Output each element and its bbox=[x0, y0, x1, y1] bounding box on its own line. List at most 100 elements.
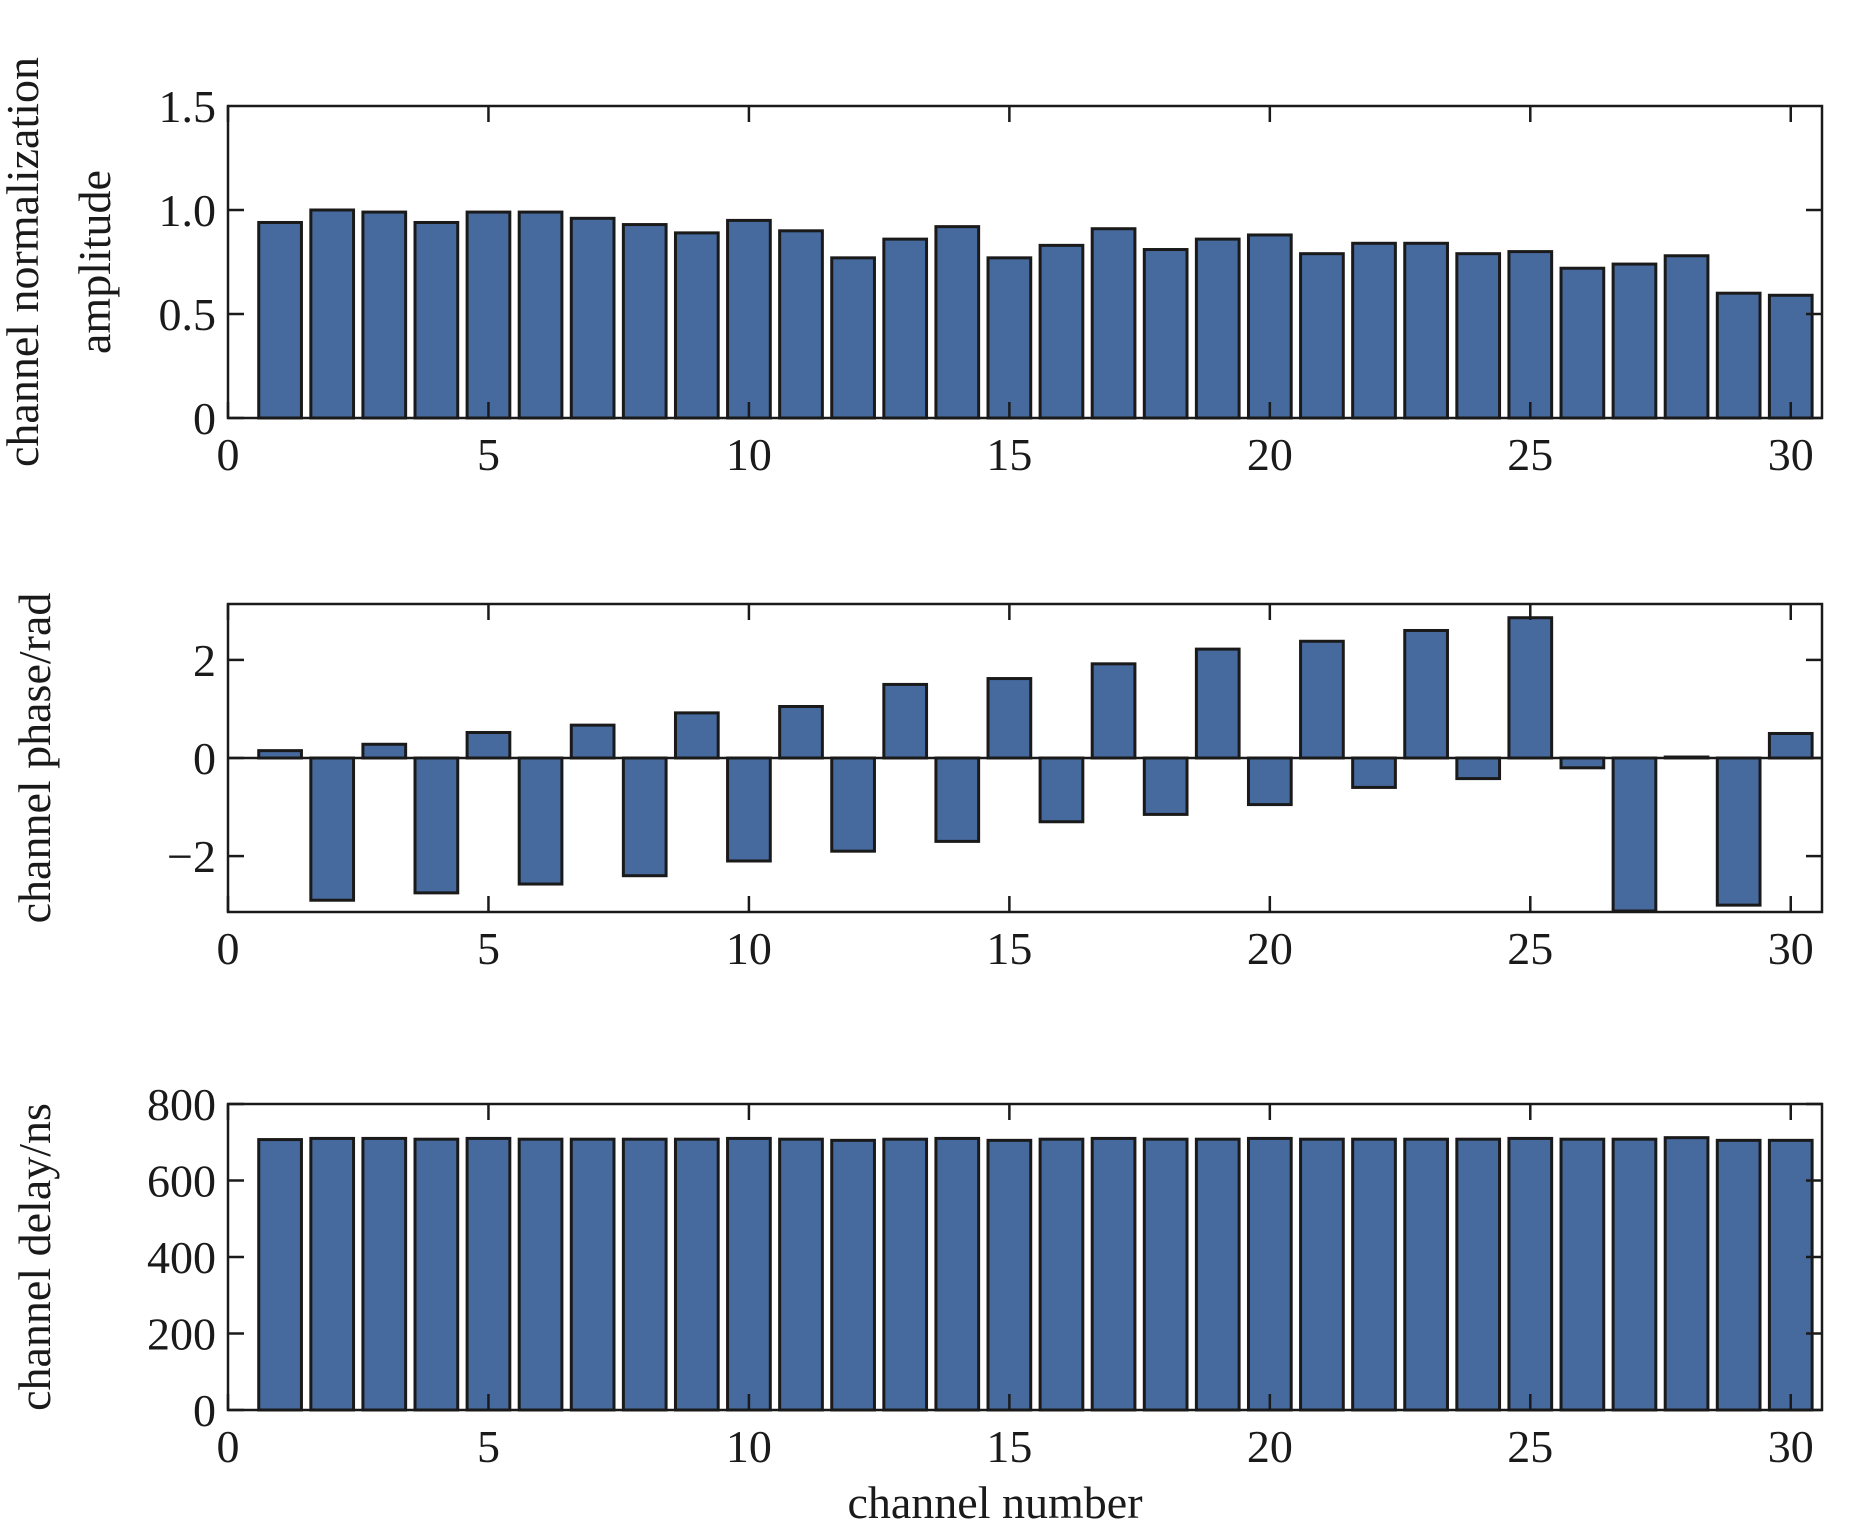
bar-channel-25 bbox=[1507, 250, 1554, 420]
panel-amplitude: 0 5 10 15 20 25 30 0 0.5 1.0 1.5 channel normalizat… bbox=[0, 57, 1824, 480]
bar-channel-3 bbox=[361, 1136, 408, 1412]
bar-channel-23 bbox=[1403, 241, 1449, 420]
bar-channel-11 bbox=[778, 705, 824, 760]
bar-channel-29 bbox=[1715, 291, 1762, 420]
x-tick-label: 0 bbox=[217, 923, 240, 974]
y-tick-label: 0 bbox=[193, 1385, 216, 1436]
x-tick-label: 0 bbox=[217, 1421, 240, 1472]
x-tick-label: 5 bbox=[477, 923, 500, 974]
y-tick-label: 0.5 bbox=[159, 289, 217, 340]
x-tick-label: 30 bbox=[1768, 923, 1814, 974]
bar-channel-8 bbox=[621, 756, 668, 878]
bar-channel-15 bbox=[986, 1138, 1033, 1412]
x-tick-label: 25 bbox=[1507, 429, 1553, 480]
x-tick-label: 5 bbox=[477, 429, 500, 480]
bar-channel-30 bbox=[1767, 1138, 1814, 1412]
bar-channel-9 bbox=[673, 711, 720, 760]
bar-channel-18 bbox=[1142, 756, 1189, 816]
x-tick-label: 15 bbox=[986, 429, 1032, 480]
y-tick-label: −2 bbox=[167, 831, 216, 882]
bar-channel-3 bbox=[361, 742, 408, 760]
bar-channel-21 bbox=[1299, 639, 1345, 760]
bar-channel-24 bbox=[1455, 756, 1502, 781]
bar-channel-16 bbox=[1038, 1137, 1085, 1412]
bar-channel-10 bbox=[726, 1136, 772, 1412]
bar-channel-20 bbox=[1246, 233, 1293, 420]
bar-channel-13 bbox=[882, 237, 929, 420]
bar-channel-26 bbox=[1559, 756, 1606, 770]
x-tick-label: 20 bbox=[1247, 923, 1293, 974]
x-tick-label: 5 bbox=[477, 1421, 500, 1472]
x-tick-label: 10 bbox=[726, 1421, 772, 1472]
y-tick-label: 600 bbox=[147, 1156, 216, 1207]
bar-channel-2 bbox=[309, 1136, 356, 1412]
y-axis-label: channel normalization bbox=[0, 57, 48, 467]
bar-channel-4 bbox=[413, 756, 460, 895]
y-tick-label: 1.5 bbox=[159, 81, 217, 132]
bar-channel-26 bbox=[1559, 1137, 1606, 1412]
bar-channel-21 bbox=[1299, 1137, 1345, 1412]
bar-channel-2 bbox=[309, 208, 356, 420]
x-axis-label: channel number bbox=[847, 1477, 1142, 1528]
y-axis-label: amplitude bbox=[69, 170, 120, 354]
x-tick-label: 30 bbox=[1768, 1421, 1814, 1472]
bar-channel-13 bbox=[882, 1137, 929, 1412]
bar-channel-17 bbox=[1090, 1136, 1137, 1412]
x-tick-label: 20 bbox=[1247, 429, 1293, 480]
y-tick-label: 800 bbox=[147, 1079, 216, 1130]
bar-channel-12 bbox=[830, 1138, 876, 1412]
bar-channel-18 bbox=[1142, 1137, 1189, 1412]
bar-channel-1 bbox=[257, 1138, 303, 1412]
bar-channel-17 bbox=[1090, 662, 1137, 760]
y-tick-label: 400 bbox=[147, 1232, 216, 1283]
bar-channel-19 bbox=[1194, 237, 1241, 420]
bar-channel-20 bbox=[1246, 1136, 1293, 1412]
bar-channel-24 bbox=[1455, 252, 1502, 420]
bar-channel-4 bbox=[413, 220, 460, 420]
bar-channel-14 bbox=[934, 225, 981, 420]
bar-channel-16 bbox=[1038, 756, 1085, 824]
bar-channel-14 bbox=[934, 756, 981, 843]
bar-channel-22 bbox=[1351, 241, 1397, 420]
bar-channel-26 bbox=[1559, 266, 1606, 420]
x-tick-label: 0 bbox=[217, 429, 240, 480]
y-axis-label: channel phase/rad bbox=[9, 593, 60, 924]
bar-channel-17 bbox=[1090, 227, 1137, 420]
bar-channel-5 bbox=[465, 210, 512, 420]
bar-channel-7 bbox=[569, 723, 616, 760]
bar-channel-12 bbox=[830, 256, 876, 420]
bar-channel-9 bbox=[673, 231, 720, 420]
x-tick-label: 25 bbox=[1507, 1421, 1553, 1472]
x-tick-label: 15 bbox=[986, 923, 1032, 974]
bar-channel-16 bbox=[1038, 243, 1085, 420]
bar-channel-27 bbox=[1611, 1137, 1658, 1412]
x-tick-label: 10 bbox=[726, 923, 772, 974]
bar-channel-12 bbox=[830, 756, 876, 853]
bar-channel-6 bbox=[517, 756, 564, 886]
bar-channel-25 bbox=[1507, 616, 1554, 760]
x-tick-label: 20 bbox=[1247, 1421, 1293, 1472]
x-tick-label: 15 bbox=[986, 1421, 1032, 1472]
bar-channel-7 bbox=[569, 1137, 616, 1412]
panel-delay: 0 5 10 15 20 25 30 0 200 400 600 800 channel delay/n… bbox=[9, 1079, 1824, 1528]
bar-channel-28 bbox=[1663, 1136, 1710, 1412]
bar-channel-1 bbox=[257, 220, 303, 420]
bar-channel-22 bbox=[1351, 1137, 1397, 1412]
bar-channel-14 bbox=[934, 1136, 981, 1412]
bar-channel-19 bbox=[1194, 1137, 1241, 1412]
bar-channel-18 bbox=[1142, 248, 1189, 420]
bar-channel-5 bbox=[465, 731, 512, 760]
bar-channel-24 bbox=[1455, 1137, 1502, 1412]
bar-channel-23 bbox=[1403, 628, 1449, 760]
bar-channel-13 bbox=[882, 682, 929, 760]
bar-channel-19 bbox=[1194, 647, 1241, 760]
y-tick-label: 0 bbox=[193, 393, 216, 444]
bar-channel-8 bbox=[621, 223, 668, 420]
bar-channel-25 bbox=[1507, 1136, 1554, 1412]
y-tick-label: 2 bbox=[193, 635, 216, 686]
bar-channel-29 bbox=[1715, 756, 1762, 907]
bar-channel-2 bbox=[309, 756, 356, 902]
bar-channel-7 bbox=[569, 216, 616, 420]
